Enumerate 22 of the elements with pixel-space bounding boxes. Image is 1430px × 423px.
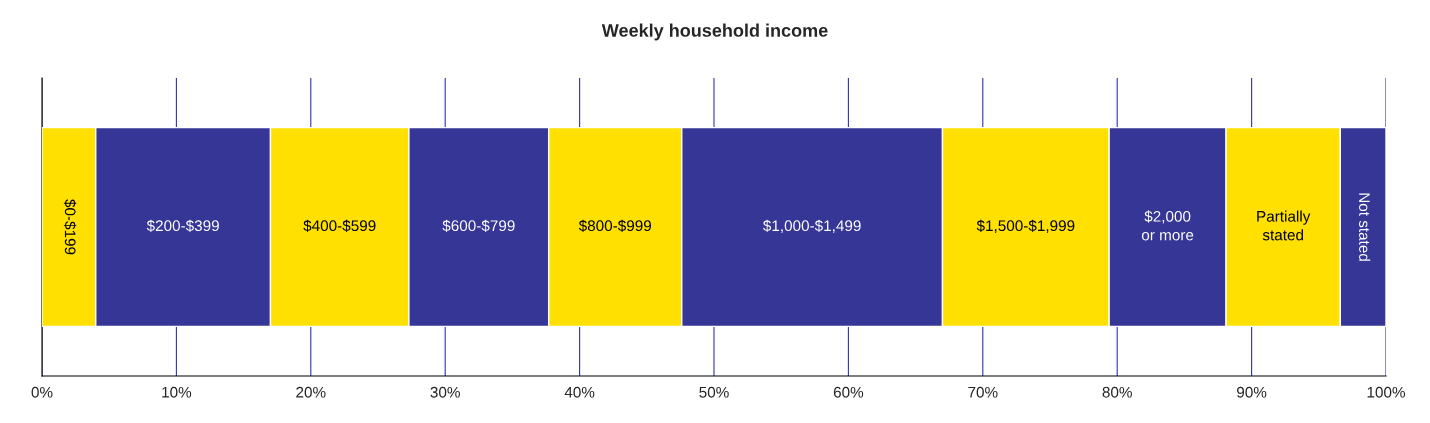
x-tick-label: 100% <box>1367 386 1405 398</box>
chart-title: Weekly household income <box>601 23 828 41</box>
series-label: $800-$999 <box>578 219 652 233</box>
series-label: $1,500-$1,999 <box>976 219 1075 233</box>
series-label: $400-$599 <box>303 219 376 233</box>
series-label: $1,000-$1,499 <box>763 219 861 233</box>
series-label: Not stated <box>1359 193 1371 261</box>
x-tick-label: 70% <box>968 386 998 398</box>
x-tick-label: 50% <box>699 386 729 398</box>
series-label: $2,000 or more <box>1141 210 1194 241</box>
series-label: $0-$199 <box>63 199 77 255</box>
x-tick-label: 0% <box>31 386 53 398</box>
series-label: $600-$799 <box>442 219 515 233</box>
series-label: Partially stated <box>1257 210 1311 241</box>
x-tick-label: 20% <box>296 386 326 398</box>
x-tick-label: 10% <box>162 386 192 398</box>
x-tick-label: 60% <box>833 386 864 398</box>
x-tick-label: 30% <box>430 386 460 398</box>
series-label: $200-$399 <box>146 219 219 233</box>
x-tick-label: 90% <box>1237 386 1267 398</box>
x-tick-label: 40% <box>564 386 595 398</box>
x-tick-label: 80% <box>1102 386 1132 398</box>
